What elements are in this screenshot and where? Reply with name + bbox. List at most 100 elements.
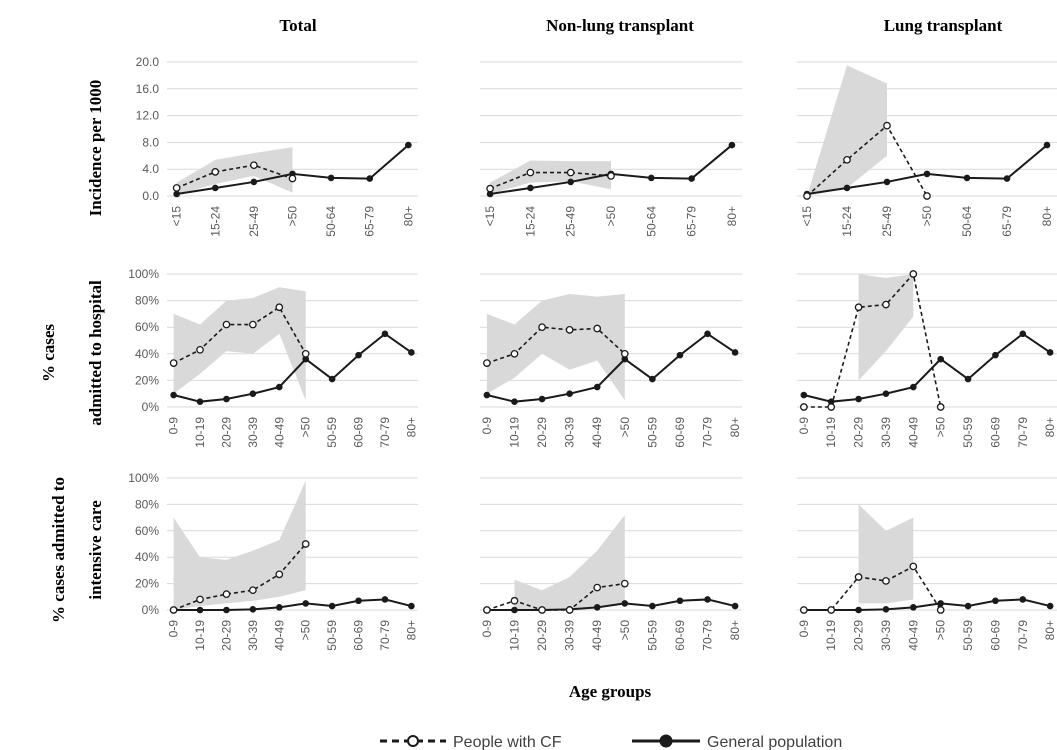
cf-point	[486, 184, 494, 193]
cf-point	[249, 320, 257, 329]
x-tick-label: 80+	[728, 417, 742, 437]
cf-line	[803, 565, 942, 611]
panel-hospital-non-lung: 0-9 10-19 20-29 30-39 40-49 >50 50-59 60-69 70-7…	[480, 273, 742, 448]
y-tick-label: 100%	[128, 267, 159, 281]
gp-point	[621, 355, 629, 363]
cf-point	[882, 577, 890, 585]
x-tick-label: 10-19	[824, 417, 838, 448]
x-tick-label: 65-79	[685, 206, 699, 237]
cf-point	[799, 403, 808, 411]
x-tick-label: 60-69	[673, 417, 687, 448]
gp-point	[196, 398, 204, 405]
y-tick-label: 16.0	[136, 82, 160, 96]
x-tick-label: 20-29	[219, 417, 233, 448]
cf-confidence-band	[858, 504, 914, 604]
gp-point	[327, 174, 335, 182]
gp-point	[882, 606, 890, 613]
gp-point	[1046, 349, 1054, 356]
gp-point	[511, 398, 518, 405]
cf-point	[288, 174, 297, 183]
gp-point	[405, 141, 412, 149]
gp-point	[355, 351, 362, 359]
x-tick-label: 50-59	[325, 620, 339, 651]
gp-point	[649, 375, 656, 383]
cf-point	[301, 349, 310, 358]
cf-point	[222, 320, 231, 329]
x-tick-label: 50-64	[324, 206, 338, 237]
gp-point	[366, 175, 374, 182]
cf-point	[936, 403, 945, 411]
gp-point	[688, 175, 695, 182]
row-title-icu-line2: intensive care	[86, 500, 105, 600]
row-title-hospital-line1: % cases	[39, 324, 58, 382]
row-title-incidence: Incidence per 1000	[86, 80, 105, 217]
gp-point	[1019, 330, 1027, 338]
cf-line	[486, 582, 625, 611]
gp-line	[803, 332, 1051, 403]
cf-line	[486, 326, 626, 364]
cf-point	[827, 606, 836, 614]
gp-point	[275, 604, 283, 611]
gp-point	[923, 170, 931, 178]
gp-point	[249, 390, 257, 398]
x-tick-label: 40-49	[590, 417, 604, 448]
panel-icu-lung: 0-9 10-19 20-29 30-39 40-49 >50 50-59 60-69 70-7…	[797, 477, 1057, 651]
x-tick-label: 60-69	[988, 620, 1002, 651]
x-tick-label: 0-9	[480, 620, 494, 638]
gp-point	[676, 351, 684, 359]
cf-point	[620, 349, 629, 358]
x-tick-label: 80+	[401, 206, 415, 226]
cf-confidence-band	[514, 514, 625, 610]
x-tick-label: 30-39	[879, 417, 893, 448]
x-tick-label: 40-49	[272, 417, 286, 448]
gp-point	[648, 174, 655, 182]
cf-point	[249, 586, 257, 595]
x-tick-label: 50-59	[325, 417, 339, 448]
gp-point	[249, 606, 257, 613]
x-tick-label: 60-69	[988, 417, 1002, 448]
gp-point	[704, 596, 711, 603]
cf-point	[169, 606, 178, 614]
gp-point	[566, 390, 573, 398]
cf-point	[593, 583, 602, 592]
x-tick-label: 25-49	[880, 206, 894, 237]
x-tick-label: >50	[934, 620, 948, 641]
x-tick-label: 20-29	[852, 620, 866, 651]
cf-point	[565, 326, 574, 334]
cf-point	[526, 168, 535, 177]
x-tick-label: 80+	[1040, 206, 1054, 226]
y-tick-label: 60%	[135, 320, 159, 334]
gp-point	[223, 395, 230, 403]
y-tick-label: 20%	[135, 373, 159, 387]
x-tick-label: 50-64	[960, 206, 974, 237]
panel-incidence-lung: <15 15-24 25-49 >50 50-64 65-79 80+	[797, 61, 1057, 237]
x-tick-label: 65-79	[1000, 206, 1014, 237]
gp-line	[486, 332, 736, 403]
x-tick-label: <15	[483, 206, 497, 227]
panel-incidence-non-lung: <15 15-24 25-49 >50 50-64 65-79 80+	[480, 61, 742, 237]
x-tick-label: 50-59	[645, 620, 659, 651]
cf-point	[854, 303, 863, 312]
y-tick-label: 8.0	[142, 135, 159, 149]
x-tick-label: 30-39	[879, 620, 893, 651]
x-tick-label: 10-19	[507, 620, 521, 651]
gp-point	[910, 383, 917, 391]
panel-hospital-lung: 0-9 10-19 20-29 30-39 40-49 >50 50-59 60-69 70-7…	[797, 270, 1057, 448]
y-tick-label: 0%	[142, 603, 160, 617]
gp-point	[827, 398, 835, 405]
cf-point	[565, 606, 574, 614]
x-tick-label: 20-29	[852, 417, 866, 448]
y-tick-label: 80%	[135, 497, 159, 511]
gp-point	[511, 606, 518, 614]
x-tick-label: 65-79	[363, 206, 377, 237]
cf-line	[806, 124, 928, 197]
gp-point	[211, 184, 219, 192]
gp-point	[731, 602, 739, 610]
cf-point	[510, 596, 519, 605]
cf-point	[196, 345, 204, 354]
gp-point	[250, 178, 258, 186]
cf-point	[827, 403, 836, 411]
cf-point	[566, 168, 575, 177]
x-tick-label: >50	[618, 417, 632, 438]
x-tick-label: >50	[286, 206, 300, 227]
